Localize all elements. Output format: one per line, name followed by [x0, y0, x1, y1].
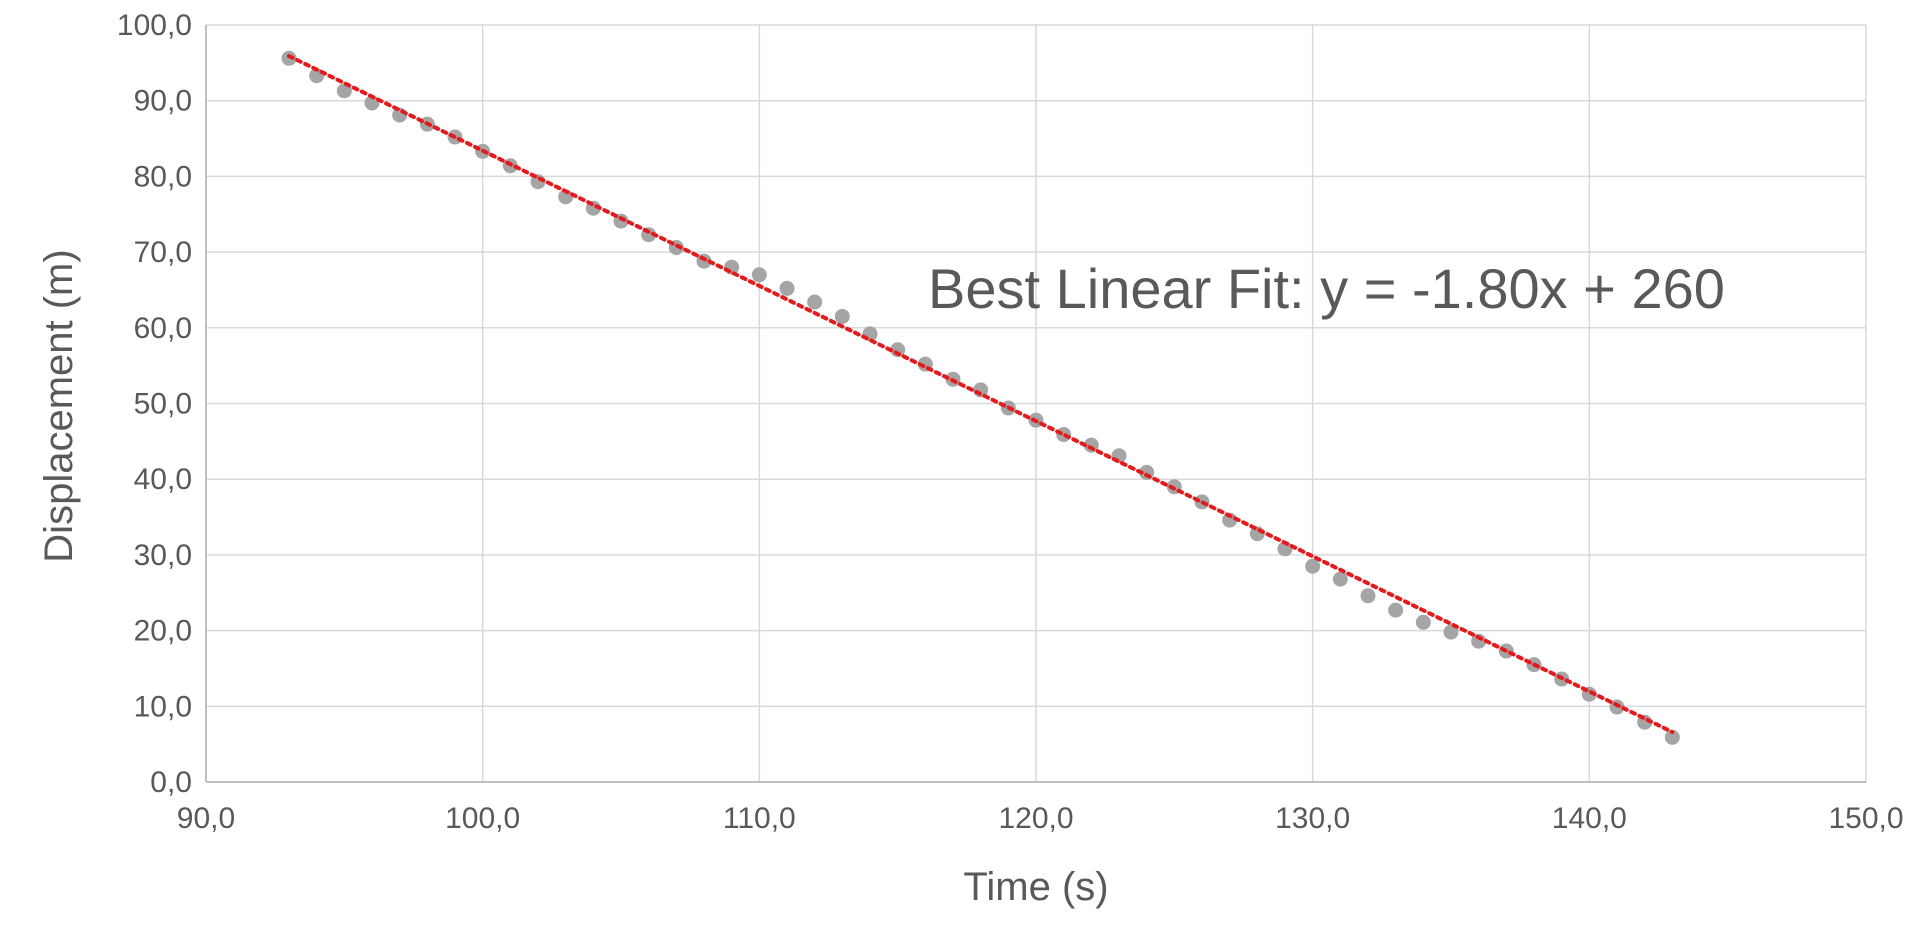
data-point — [1664, 729, 1680, 745]
data-point — [1415, 614, 1431, 630]
trendline — [287, 54, 1675, 735]
linear-fit-line — [287, 54, 1675, 735]
x-tick-label: 120,0 — [998, 802, 1073, 835]
data-point — [1277, 541, 1293, 557]
x-tick-label: 150,0 — [1828, 802, 1903, 835]
y-tick-label: 100,0 — [117, 9, 192, 42]
y-tick-label: 0,0 — [150, 766, 192, 799]
x-tick-label: 90,0 — [177, 802, 235, 835]
y-tick-label: 30,0 — [134, 539, 192, 572]
y-tick-label: 10,0 — [134, 690, 192, 723]
data-point — [1332, 571, 1348, 587]
x-tick-label: 130,0 — [1275, 802, 1350, 835]
y-tick-label: 60,0 — [134, 312, 192, 345]
fit-equation-annotation: Best Linear Fit: y = -1.80x + 260 — [928, 257, 1725, 320]
y-tick-label: 70,0 — [134, 236, 192, 269]
y-tick-label: 40,0 — [134, 463, 192, 496]
data-point — [724, 259, 740, 275]
x-tick-label: 100,0 — [445, 802, 520, 835]
y-axis-title: Displacement (m) — [37, 249, 81, 562]
y-tick-label: 20,0 — [134, 615, 192, 648]
data-point — [364, 95, 380, 111]
data-point — [392, 107, 408, 123]
data-point — [834, 308, 850, 324]
data-point — [1443, 624, 1459, 640]
data-point — [751, 267, 767, 283]
data-point — [1360, 588, 1376, 604]
x-axis-title: Time (s) — [963, 865, 1108, 909]
data-point — [558, 189, 574, 205]
x-tick-label: 140,0 — [1552, 802, 1627, 835]
data-point — [807, 294, 823, 310]
y-tick-label: 50,0 — [134, 388, 192, 421]
data-point — [1222, 512, 1238, 528]
tick-labels: 0,0 10,0 20,0 30,0 40,0 50,0 60,0 70,0 80,0 90,0 1… — [117, 9, 1904, 835]
data-point — [281, 50, 297, 66]
x-tick-label: 110,0 — [723, 802, 796, 835]
data-point — [1305, 558, 1321, 574]
data-point — [779, 280, 795, 296]
y-tick-label: 90,0 — [134, 85, 192, 118]
data-point — [1388, 602, 1404, 618]
y-tick-label: 80,0 — [134, 160, 192, 193]
axes — [205, 25, 1866, 783]
